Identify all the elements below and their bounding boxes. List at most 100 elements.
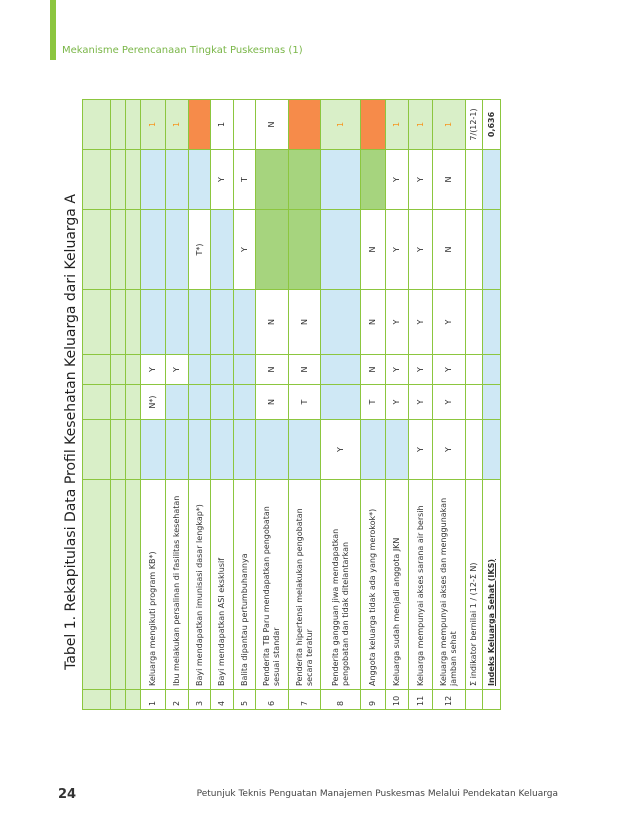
table-cell — [110, 419, 126, 480]
table-cell: Ibu melakukan persalinan di fasilitas ke… — [165, 479, 189, 690]
table-cell — [165, 384, 189, 420]
table-cell: Bayi mendapatkan ASI eksklusif — [210, 479, 234, 690]
table-cell: Bayi mendapatkan imunisasi dasar lengkap… — [188, 479, 211, 690]
table-cell — [82, 354, 111, 385]
table-cell — [320, 384, 361, 420]
table-cell: N — [360, 209, 386, 290]
table-cell — [210, 209, 234, 290]
table-cell — [110, 689, 126, 710]
table-cell: T*) — [188, 209, 211, 290]
table-cell: 1 — [385, 99, 409, 150]
table-cell — [482, 689, 501, 710]
table-cell: 3 — [188, 689, 211, 710]
table-cell: 12 — [432, 689, 466, 710]
table-cell: 1 — [408, 99, 433, 150]
table-cell — [233, 419, 256, 480]
running-header: Mekanisme Perencanaan Tingkat Puskesmas … — [62, 45, 303, 56]
table-cell: 9 — [360, 689, 386, 710]
table-cell — [110, 354, 126, 385]
table-cell — [82, 149, 111, 210]
table-cell — [188, 289, 211, 355]
table-cell — [288, 149, 321, 210]
table-cell: Y — [432, 354, 466, 385]
table-cell — [465, 419, 483, 480]
table-cell — [385, 419, 409, 480]
table-cell — [82, 689, 111, 710]
table-row: 9 Anggota keluarga tidak ada yang merokok… — [360, 99, 386, 710]
table-cell — [125, 479, 141, 690]
table-cell: 1 — [165, 99, 189, 150]
table-cell: Keluarga mempunyai akses dan menggunakan… — [432, 479, 466, 690]
table-row: 6 Penderita TB Paru mendapatkan pengobata… — [255, 99, 289, 710]
table-cell: 7 — [288, 689, 321, 710]
table-cell — [125, 384, 141, 420]
table-cell: Y — [432, 289, 466, 355]
table-cell — [188, 384, 211, 420]
table-cell — [125, 689, 141, 710]
table-row: 4 Bayi mendapatkan ASI eksklusif Y 1 — [210, 99, 234, 710]
table-cell — [465, 209, 483, 290]
table-cell — [482, 419, 501, 480]
table-cell — [465, 289, 483, 355]
table-cell — [165, 209, 189, 290]
table-cell — [482, 289, 501, 355]
table-row: 5 Balita dipantau pertumbuhannya Y T — [233, 99, 256, 710]
table-cell: Penderita gangguan jiwa mendapatkan peng… — [320, 479, 361, 690]
table-cell: Y — [408, 289, 433, 355]
table-cell: Keluarga mengikuti program KB*) — [140, 479, 166, 690]
table-cell: N — [255, 289, 289, 355]
table-cell: Y — [165, 354, 189, 385]
table-cell — [233, 354, 256, 385]
table-cell: T — [233, 149, 256, 210]
table-cell: N — [432, 209, 466, 290]
table-cell: N — [255, 99, 289, 150]
table-cell — [110, 289, 126, 355]
table-cell: 1 — [140, 99, 166, 150]
table-cell: 8 — [320, 689, 361, 710]
table-cell: Balita dipantau pertumbuhannya — [233, 479, 256, 690]
running-footer: Petunjuk Teknis Penguatan Manajemen Pusk… — [196, 789, 558, 799]
table-cell — [233, 289, 256, 355]
table-row: 8 Penderita gangguan jiwa mendapatkan pen… — [320, 99, 361, 710]
table-cell — [482, 149, 501, 210]
table-cell: N — [288, 354, 321, 385]
table-cell — [255, 149, 289, 210]
table-cell: Y — [320, 419, 361, 480]
table-row: 11 Keluarga mempunyai akses sarana air be… — [408, 99, 433, 710]
table-cell — [82, 384, 111, 420]
table-cell: Y — [408, 354, 433, 385]
table-cell — [125, 354, 141, 385]
table-cell — [288, 419, 321, 480]
table-cell: Anggota keluarga tidak ada yang merokok*… — [360, 479, 386, 690]
table-row — [110, 99, 126, 710]
table-row: 1 Keluarga mengikuti program KB*) N*) Y 1 — [140, 99, 166, 710]
table-cell — [288, 99, 321, 150]
table-cell — [140, 289, 166, 355]
table-title: Tabel 1. Rekapitulasi Data Profil Keseha… — [63, 194, 79, 670]
table-cell — [188, 354, 211, 385]
table-cell: 2 — [165, 689, 189, 710]
table-cell — [210, 289, 234, 355]
table-cell: N — [360, 354, 386, 385]
table-cell — [82, 209, 111, 290]
table-cell — [125, 149, 141, 210]
accent-bar — [50, 0, 56, 60]
table-cell: 1 — [432, 99, 466, 150]
table-row — [125, 99, 141, 710]
table-cell: T — [288, 384, 321, 420]
table-cell — [82, 479, 111, 690]
table-cell — [255, 209, 289, 290]
table-cell — [125, 419, 141, 480]
table-cell — [165, 289, 189, 355]
table-cell — [288, 209, 321, 290]
table-cell: Penderita TB Paru mendapatkan pengobatan… — [255, 479, 289, 690]
table-cell — [110, 209, 126, 290]
table-cell — [140, 419, 166, 480]
table-cell: T — [360, 384, 386, 420]
table-cell: 4 — [210, 689, 234, 710]
table-cell — [320, 289, 361, 355]
table-cell — [482, 209, 501, 290]
table-cell: N — [432, 149, 466, 210]
table-cell: 1 — [140, 689, 166, 710]
